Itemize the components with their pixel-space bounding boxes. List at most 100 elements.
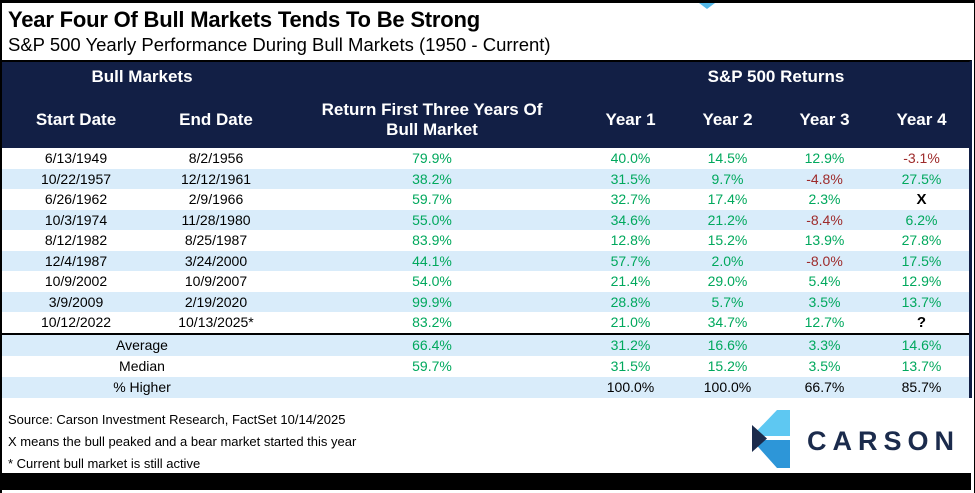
cell-date: 10/9/2002 xyxy=(44,273,108,290)
cell-date: 3/9/2009 xyxy=(48,293,104,310)
summary-value: 66.7% xyxy=(804,379,845,395)
cell-date: 10/3/1974 xyxy=(44,211,108,228)
cell-value: 55.0% xyxy=(412,211,452,228)
cell-value: 17.4% xyxy=(707,191,748,208)
cell-value: -8.0% xyxy=(806,252,843,269)
cell-date: 10/12/2022 xyxy=(40,314,112,331)
cell-value: 32.7% xyxy=(610,191,651,208)
col-header-end-date: End Date xyxy=(179,110,253,130)
footnotes: Source: Carson Investment Research, Fact… xyxy=(8,409,356,475)
cell-date: 6/26/1962 xyxy=(44,191,108,208)
col-header-year1: Year 1 xyxy=(605,110,656,130)
summary-row: Average 66.4% 31.2% 16.6% 3.3% 14.6% xyxy=(2,334,969,356)
summary-value: 3.5% xyxy=(808,358,841,374)
table-row: 8/12/1982 8/25/1987 83.9% 12.8% 15.2% 13.9% 27… xyxy=(2,230,969,251)
cell-date: 3/24/2000 xyxy=(184,252,248,269)
col-header-start-date: Start Date xyxy=(35,110,117,130)
cell-value: 27.5% xyxy=(901,170,942,187)
x-note: X means the bull peaked and a bear marke… xyxy=(8,434,357,449)
cell-date: 11/28/1980 xyxy=(181,211,251,228)
cell-value: 44.1% xyxy=(412,252,452,269)
table-row: 10/12/2022 10/13/2025* 83.2% 21.0% 34.7% 12.7… xyxy=(2,312,969,333)
summary-value: 85.7% xyxy=(901,379,942,395)
col-header-year3: Year 3 xyxy=(799,110,850,130)
title-block: Year Four Of Bull Markets Tends To Be St… xyxy=(2,3,974,57)
cell-date: 2/19/2020 xyxy=(184,293,248,310)
summary-value: 100.0% xyxy=(606,379,655,395)
cell-value: 54.0% xyxy=(412,273,452,290)
cell-date: 10/13/2025* xyxy=(178,314,254,331)
col-header-return-first-three-years: Return First Three Years Of Bull Market xyxy=(321,100,543,139)
cell-value: 2.0% xyxy=(711,252,744,269)
cell-value: 21.4% xyxy=(610,273,651,290)
cell-value: 21.2% xyxy=(707,211,748,228)
carson-logo: CARSON xyxy=(748,410,960,473)
bottom-black-bar xyxy=(2,473,971,490)
cell-date: 8/2/1956 xyxy=(188,150,244,167)
table-row: 6/13/1949 8/2/1956 79.9% 40.0% 14.5% 12.9% -3.… xyxy=(2,148,969,169)
cell-date: 8/12/1982 xyxy=(44,232,108,249)
cell-value: 34.6% xyxy=(610,211,651,228)
cell-value: 59.7% xyxy=(412,191,452,208)
cell-value: 3.5% xyxy=(808,293,841,310)
cell-value: 40.0% xyxy=(610,150,651,167)
table-row: 10/3/1974 11/28/1980 55.0% 34.6% 21.2% -8.4% 6… xyxy=(2,209,969,230)
cell-value: 12.9% xyxy=(901,273,942,290)
page-title: Year Four Of Bull Markets Tends To Be St… xyxy=(8,7,481,32)
cell-date: 10/9/2007 xyxy=(184,273,248,290)
cell-value: X xyxy=(916,190,927,208)
cell-value: 9.7% xyxy=(711,170,744,187)
cell-value: 27.8% xyxy=(901,232,942,249)
table-row: 12/4/1987 3/24/2000 44.1% 57.7% 2.0% -8.0% 17.… xyxy=(2,250,969,271)
group-header-row: Bull Markets S&P 500 Returns xyxy=(2,62,969,92)
group-header-sp500-returns: S&P 500 Returns xyxy=(707,67,845,87)
summary-label: Median xyxy=(119,358,165,374)
column-header-row: Start Date End Date Return First Three Y… xyxy=(2,92,969,148)
summary-value: 3.3% xyxy=(808,337,841,353)
cell-value: 57.7% xyxy=(610,252,651,269)
cell-value: -8.4% xyxy=(806,211,843,228)
cell-value: 2.3% xyxy=(808,191,841,208)
carson-logo-text: CARSON xyxy=(806,426,960,456)
cell-value: 12.8% xyxy=(610,232,651,249)
cell-date: 12/4/1987 xyxy=(44,252,108,269)
summary-value: 66.4% xyxy=(412,337,452,353)
cell-value: 5.4% xyxy=(808,273,841,290)
summary-value: 59.7% xyxy=(412,358,452,374)
cell-value: 6.2% xyxy=(905,211,938,228)
cell-value: 13.7% xyxy=(901,293,942,310)
cell-value: 79.9% xyxy=(412,150,452,167)
summary-value: 31.2% xyxy=(610,337,651,353)
cell-date: 10/22/1957 xyxy=(40,170,112,187)
summary-label: % Higher xyxy=(113,379,171,395)
table-row: 10/9/2002 10/9/2007 54.0% 21.4% 29.0% 5.4% 12.… xyxy=(2,271,969,292)
cell-date: 8/25/1987 xyxy=(184,232,248,249)
cell-value: 14.5% xyxy=(707,150,748,167)
summary-value: 15.2% xyxy=(707,358,748,374)
col-header-year4: Year 4 xyxy=(896,110,947,130)
cell-value: 21.0% xyxy=(610,314,651,331)
summary-row: % Higher 100.0% 100.0% 66.7% 85.7% xyxy=(2,376,969,398)
table-summary: Average 66.4% 31.2% 16.6% 3.3% 14.6% Median 59.… xyxy=(2,332,969,398)
cell-value: -4.8% xyxy=(806,170,843,187)
cell-value: 31.5% xyxy=(610,170,651,187)
cell-value: 13.9% xyxy=(804,232,845,249)
table-row: 10/22/1957 12/12/1961 38.2% 31.5% 9.7% -4.8% 2… xyxy=(2,168,969,189)
table-row: 3/9/2009 2/19/2020 99.9% 28.8% 5.7% 3.5% 13.7% xyxy=(2,291,969,312)
cell-value: 12.7% xyxy=(804,314,845,331)
cropped-logo-artifact-icon xyxy=(699,3,715,9)
cell-value: 12.9% xyxy=(804,150,845,167)
bull-markets-table: Bull Markets S&P 500 Returns Start Date … xyxy=(2,60,972,398)
cell-value: 38.2% xyxy=(412,170,452,187)
cell-value: 15.2% xyxy=(707,232,748,249)
summary-value: 31.5% xyxy=(610,358,651,374)
table-row: 6/26/1962 2/9/1966 59.7% 32.7% 17.4% 2.3% X xyxy=(2,189,969,210)
cell-value: ? xyxy=(916,313,927,331)
col-header-year2: Year 2 xyxy=(702,110,753,130)
summary-value: 14.6% xyxy=(901,337,942,353)
cell-value: 83.9% xyxy=(412,232,452,249)
table-body: 6/13/1949 8/2/1956 79.9% 40.0% 14.5% 12.9% -3.… xyxy=(2,148,969,333)
cell-date: 12/12/1961 xyxy=(180,170,252,187)
cell-value: 17.5% xyxy=(901,252,942,269)
